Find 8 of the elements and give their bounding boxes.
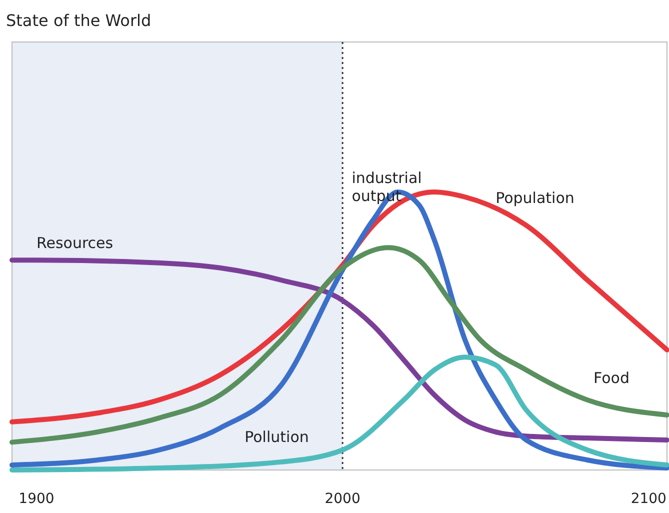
x-tick-label: 2000 bbox=[324, 491, 360, 507]
series-label: Food bbox=[594, 369, 630, 388]
x-tick-label: 1900 bbox=[18, 491, 54, 507]
series-label: Pollution bbox=[244, 428, 309, 446]
series-label: Population bbox=[496, 189, 574, 208]
series-label: Resources bbox=[36, 234, 114, 252]
chart-title: State of the World bbox=[6, 11, 152, 30]
x-tick-label: 2100 bbox=[630, 491, 666, 507]
